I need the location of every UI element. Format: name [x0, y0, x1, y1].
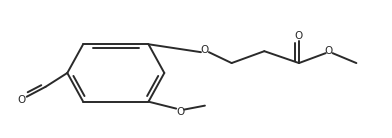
Text: O: O	[18, 95, 26, 105]
Text: O: O	[201, 45, 209, 55]
Text: O: O	[325, 46, 333, 56]
Text: O: O	[176, 107, 184, 117]
Text: O: O	[295, 31, 303, 41]
